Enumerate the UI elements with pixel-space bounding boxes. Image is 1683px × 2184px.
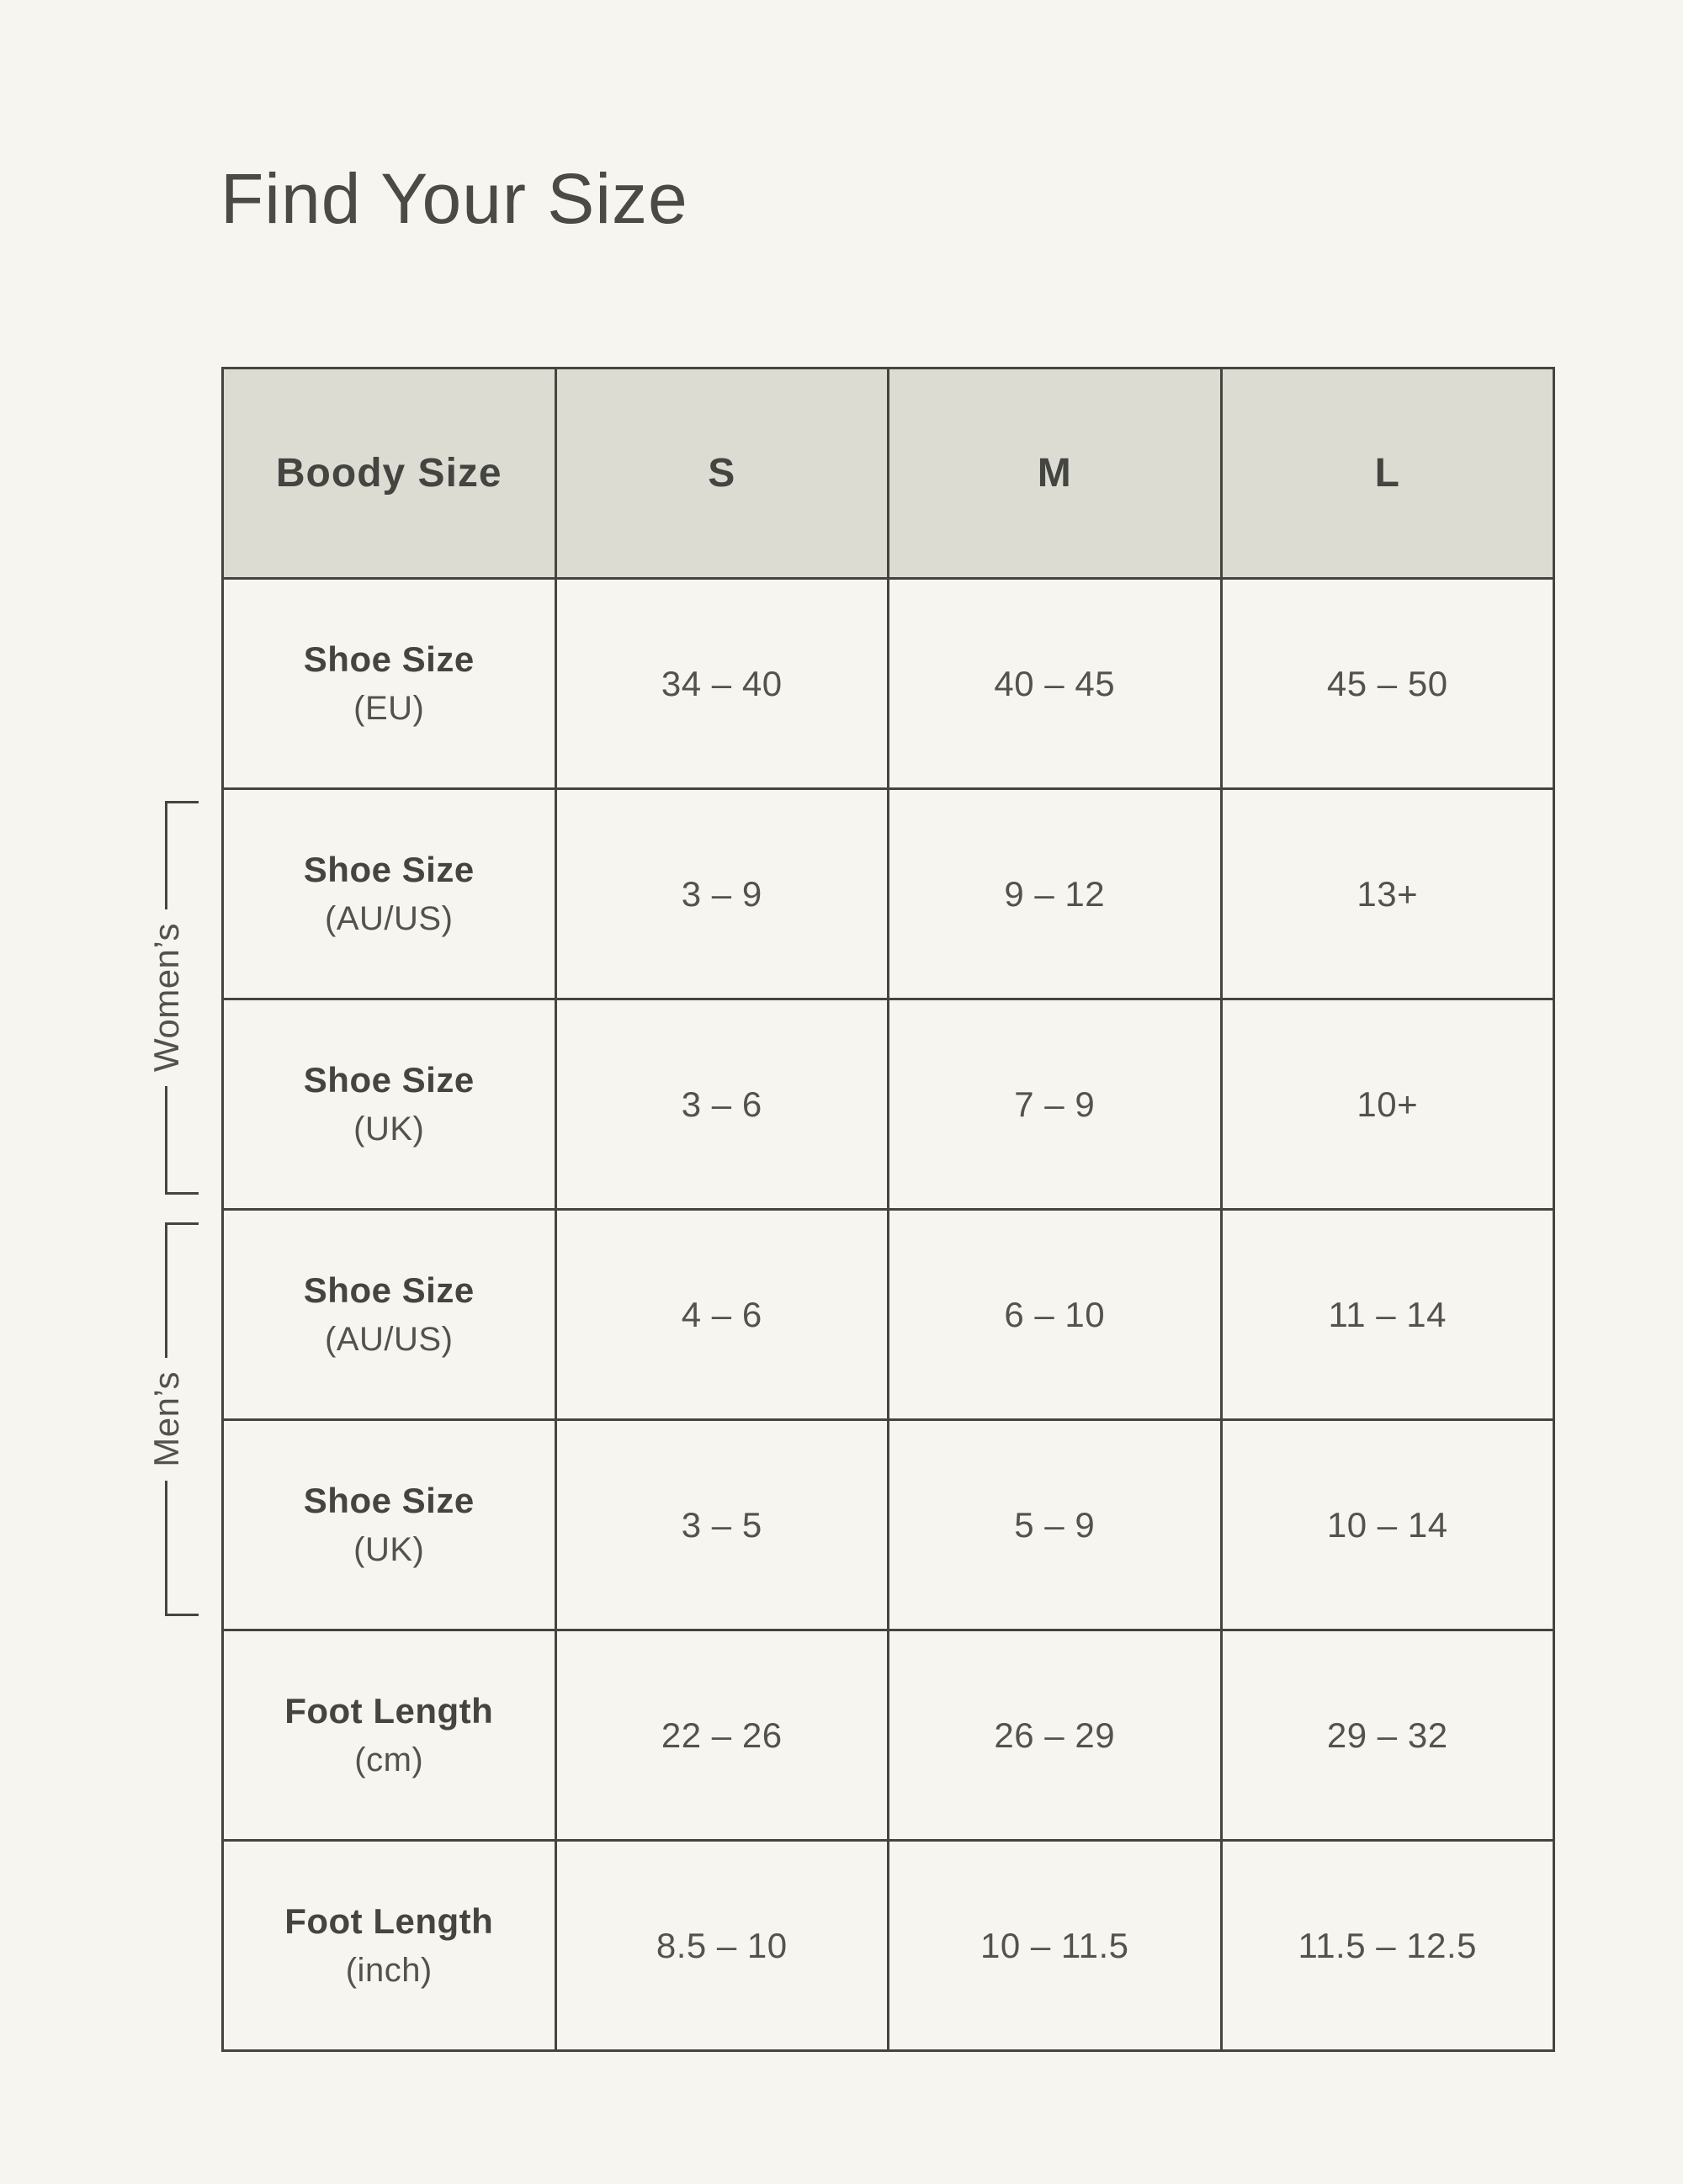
cell-s: 34 – 40 [554,577,889,790]
row-group-bracket-mens: Men’s [146,1222,199,1616]
bracket-line-bottom [165,1085,199,1195]
cell-l: 45 – 50 [1219,577,1555,790]
cell-m: 10 – 11.5 [887,1839,1223,2052]
row-label-main: Shoe Size [303,1270,475,1310]
page-title: Find Your Size [220,159,688,238]
row-label: Shoe Size (UK) [221,998,557,1211]
header-row: Boody Size S M L [221,367,1555,580]
row-label-main: Shoe Size [303,639,475,679]
row-label-main: Foot Length [284,1691,494,1731]
cell-s: 22 – 26 [554,1629,889,1842]
row-group-label-mens: Men’s [146,1371,186,1467]
table-row-womens-auus: Shoe Size (AU/US) 3 – 9 9 – 12 13+ [221,787,1555,1000]
row-group-label-womens: Women’s [146,923,186,1073]
cell-l: 11.5 – 12.5 [1219,1839,1555,2052]
row-label-sub: (cm) [354,1741,424,1778]
cell-m: 7 – 9 [887,998,1223,1211]
cell-l: 29 – 32 [1219,1629,1555,1842]
cell-m: 40 – 45 [887,577,1223,790]
col-header-m: M [887,367,1223,580]
row-label-main: Shoe Size [303,1481,475,1520]
row-label-sub: (UK) [353,1111,425,1148]
cell-s: 8.5 – 10 [554,1839,889,2052]
cell-s: 3 – 9 [554,787,889,1000]
row-label-main: Foot Length [284,1901,494,1941]
table-row-mens-auus: Shoe Size (AU/US) 4 – 6 6 – 10 11 – 14 [221,1208,1555,1421]
table-row-footlength-inch: Foot Length (inch) 8.5 – 10 10 – 11.5 11… [221,1839,1555,2052]
row-label: Shoe Size (AU/US) [221,1208,557,1421]
cell-m: 6 – 10 [887,1208,1223,1421]
cell-s: 4 – 6 [554,1208,889,1421]
table-row-footlength-cm: Foot Length (cm) 22 – 26 26 – 29 29 – 32 [221,1629,1555,1842]
row-label-main: Shoe Size [303,1060,475,1100]
row-label-sub: (inch) [345,1952,433,1989]
bracket-line-bottom [165,1480,199,1616]
col-header-s: S [554,367,889,580]
row-label: Shoe Size (UK) [221,1418,557,1631]
row-label-sub: (AU/US) [325,900,454,937]
cell-s: 3 – 5 [554,1418,889,1631]
row-group-bracket-womens: Women’s [146,801,199,1195]
row-label-sub: (EU) [353,690,425,727]
cell-m: 9 – 12 [887,787,1223,1000]
cell-l: 10 – 14 [1219,1418,1555,1631]
bracket-line-top [165,1222,199,1359]
cell-l: 11 – 14 [1219,1208,1555,1421]
col-header-l: L [1219,367,1555,580]
cell-l: 13+ [1219,787,1555,1000]
cell-s: 3 – 6 [554,998,889,1211]
cell-m: 5 – 9 [887,1418,1223,1631]
table-row-mens-uk: Shoe Size (UK) 3 – 5 5 – 9 10 – 14 [221,1418,1555,1631]
cell-l: 10+ [1219,998,1555,1211]
row-label-main: Shoe Size [303,850,475,889]
cell-m: 26 – 29 [887,1629,1223,1842]
table-row-shoe-eu: Shoe Size (EU) 34 – 40 40 – 45 45 – 50 [221,577,1555,790]
row-label: Foot Length (inch) [221,1839,557,2052]
row-label: Foot Length (cm) [221,1629,557,1842]
row-label: Shoe Size (AU/US) [221,787,557,1000]
row-label-sub: (AU/US) [325,1321,454,1358]
bracket-line-top [165,801,199,910]
row-label: Shoe Size (EU) [221,577,557,790]
row-label-sub: (UK) [353,1531,425,1568]
table-row-womens-uk: Shoe Size (UK) 3 – 6 7 – 9 10+ [221,998,1555,1211]
size-table: Boody Size S M L Shoe Size (EU) 34 – 40 … [221,367,1555,2052]
col-header-boody-size: Boody Size [221,367,557,580]
